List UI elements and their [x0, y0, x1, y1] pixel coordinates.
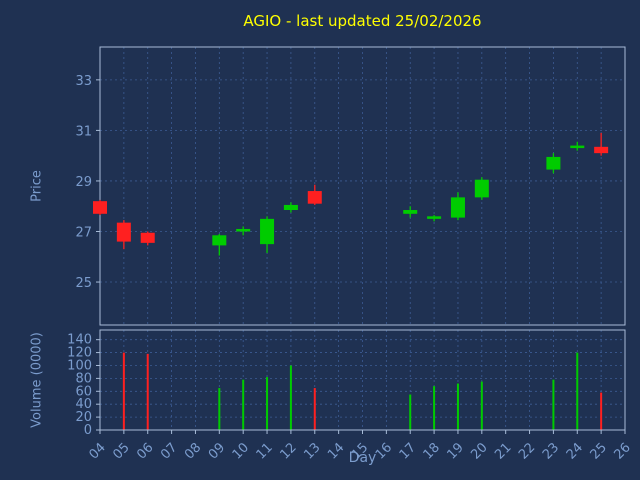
svg-text:0: 0 — [84, 423, 92, 438]
svg-text:27: 27 — [75, 225, 92, 240]
svg-text:20: 20 — [75, 410, 92, 425]
svg-text:33: 33 — [75, 74, 92, 89]
svg-text:40: 40 — [75, 397, 92, 412]
svg-text:100: 100 — [67, 358, 92, 373]
svg-text:140: 140 — [67, 333, 92, 348]
svg-text:31: 31 — [75, 124, 92, 139]
volume-axis-label: Volume (0000) — [29, 332, 45, 428]
svg-text:120: 120 — [67, 346, 92, 361]
svg-text:60: 60 — [75, 384, 92, 399]
svg-text:25: 25 — [75, 276, 92, 291]
svg-text:80: 80 — [75, 371, 92, 386]
x-axis-label: Day — [348, 450, 377, 466]
price-axis-label: Price — [29, 170, 45, 202]
chart-title: AGIO - last updated 25/02/2026 — [243, 12, 482, 30]
svg-text:29: 29 — [75, 175, 92, 190]
